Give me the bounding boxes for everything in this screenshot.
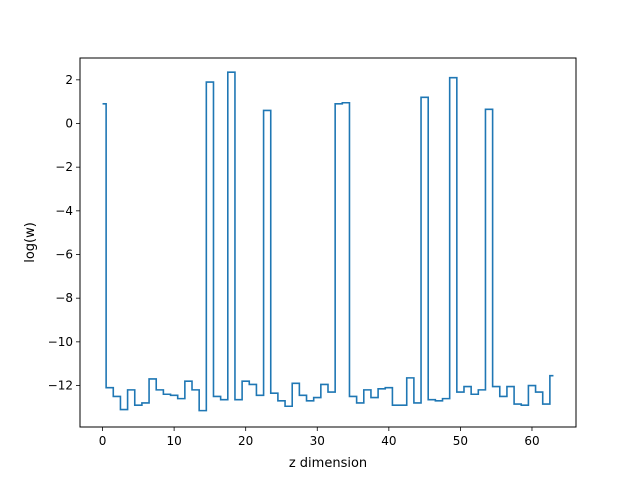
y-tick-label: −4 <box>55 204 73 218</box>
y-axis-label: log(w) <box>23 222 38 263</box>
series-line <box>102 71 554 412</box>
plot-area <box>102 71 554 412</box>
x-tick-label: 40 <box>381 434 396 448</box>
x-tick-label: 60 <box>524 434 539 448</box>
y-tick-label: −8 <box>55 291 73 305</box>
x-tick-label: 30 <box>310 434 325 448</box>
y-tick-label: −2 <box>55 160 73 174</box>
x-axis-ticks: 0 10 20 30 40 50 60 <box>99 427 540 448</box>
x-axis-label: z dimension <box>289 456 367 471</box>
axes-frame <box>79 57 577 428</box>
y-tick-label: −12 <box>48 379 73 393</box>
x-tick-label: 50 <box>453 434 468 448</box>
y-tick-label: −6 <box>55 248 73 262</box>
y-tick-label: 2 <box>65 73 73 87</box>
x-tick-label: 10 <box>166 434 181 448</box>
x-tick-label: 0 <box>99 434 107 448</box>
y-tick-label: −10 <box>48 335 73 349</box>
y-tick-label: 0 <box>65 117 73 131</box>
y-axis-ticks: 2 0 −2 −4 −6 −8 −10 −12 <box>48 73 80 393</box>
x-tick-label: 20 <box>238 434 253 448</box>
